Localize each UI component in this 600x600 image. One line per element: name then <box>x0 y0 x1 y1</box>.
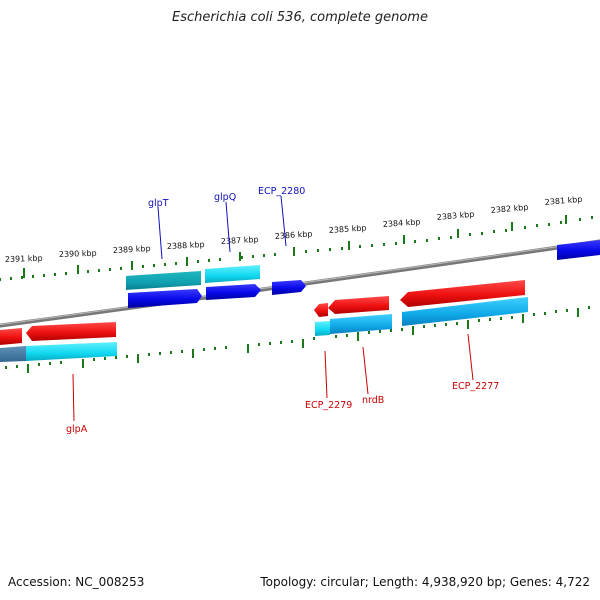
gene-arrow-glpA[interactable] <box>26 322 116 341</box>
gene-label-ECP_2277[interactable]: ECP_2277 <box>452 381 499 392</box>
cds-bar-nrdB[interactable] <box>330 314 392 334</box>
reverse-strand-cds <box>0 297 528 362</box>
gene-label-nrdB[interactable]: nrdB <box>362 395 384 406</box>
cds-bar-glpQ[interactable] <box>205 265 260 283</box>
gene-label-ECP_2280[interactable]: ECP_2280 <box>258 186 305 197</box>
gene-label-glpQ[interactable]: glpQ <box>214 192 236 203</box>
scale-label: 2390 kbp <box>59 249 97 259</box>
accession-text: Accession: NC_008253 <box>8 575 145 589</box>
gene-labels-top: glpT glpQ ECP_2280 <box>148 186 305 209</box>
gene-label-glpA[interactable]: glpA <box>66 424 88 435</box>
scale-label: 2384 kbp <box>383 217 421 229</box>
upper-major-ticks <box>23 215 567 278</box>
scale-label: 2385 kbp <box>329 223 367 235</box>
lower-tick-ruler <box>5 306 590 373</box>
cds-bar-glpA-left[interactable] <box>0 346 26 362</box>
gene-label-glpT[interactable]: glpT <box>148 198 169 209</box>
gene-arrow-nrdB[interactable] <box>328 296 389 314</box>
cds-bar-glpT[interactable] <box>126 271 201 290</box>
map-title: Escherichia coli 536, complete genome <box>172 10 428 25</box>
label-leader-lines <box>72 195 474 422</box>
scale-label: 2389 kbp <box>113 244 151 255</box>
gene-arrow-ECP_2277[interactable] <box>400 280 525 307</box>
scale-label: 2386 kbp <box>275 229 313 241</box>
forward-strand-genes <box>128 240 600 308</box>
cds-bar-ECP_2277[interactable] <box>402 297 528 326</box>
reverse-strand-genes <box>0 280 525 345</box>
gene-arrow-glpQ[interactable] <box>206 284 261 300</box>
scale-label: 2383 kbp <box>436 210 474 222</box>
gene-arrow-glpT[interactable] <box>128 289 202 308</box>
scale-label: 2381 kbp <box>544 195 582 207</box>
cds-bar-glpA[interactable] <box>26 342 117 361</box>
cds-bar-ECP_2279[interactable] <box>315 321 330 336</box>
scale-label: 2387 kbp <box>221 235 259 246</box>
scale-label: 2388 kbp <box>167 240 205 251</box>
scale-labels: 2391 kbp 2390 kbp 2389 kbp 2388 kbp 2387… <box>5 195 583 264</box>
upper-minor-ticks <box>0 216 593 281</box>
gene-arrow-right-edge[interactable] <box>557 240 600 260</box>
gene-arrow-ECP_2279[interactable] <box>314 303 328 317</box>
forward-strand-cds <box>126 265 260 290</box>
gene-arrow-ECP_2280[interactable] <box>272 280 306 295</box>
lower-major-ticks <box>27 308 579 373</box>
upper-tick-ruler <box>0 215 593 281</box>
scale-label: 2382 kbp <box>490 203 528 215</box>
scale-label: 2391 kbp <box>5 254 43 264</box>
gene-labels-bottom: glpA ECP_2279 nrdB ECP_2277 <box>66 381 499 435</box>
gene-arrow-glpA-left[interactable] <box>0 328 22 345</box>
gene-label-ECP_2279[interactable]: ECP_2279 <box>305 400 352 411</box>
genome-summary-text: Topology: circular; Length: 4,938,920 bp… <box>260 575 590 589</box>
